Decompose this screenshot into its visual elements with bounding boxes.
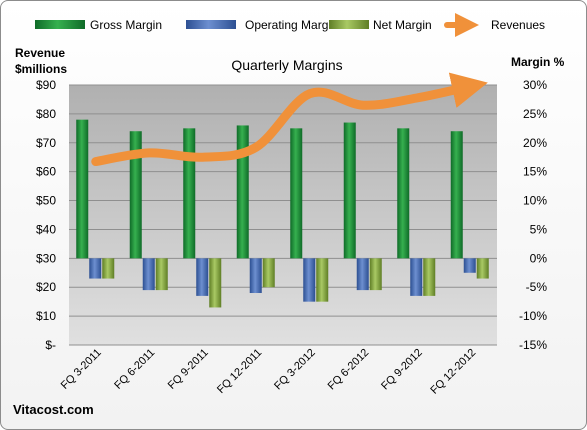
revenue-point <box>255 146 258 149</box>
operating-margin-bar <box>89 258 102 279</box>
right-tick-label: -5% <box>526 280 548 294</box>
revenue-point <box>415 97 418 99</box>
revenue-point <box>94 160 97 163</box>
right-tick-label: 0% <box>530 251 548 265</box>
right-tick-label: 30% <box>523 78 547 92</box>
gross-margin-bar <box>76 119 89 259</box>
revenue-line <box>91 72 488 167</box>
category-labels: FQ 3-2011 FQ 6-2011 FQ 9-2011 FQ 12-2011 FQ … <box>59 347 479 397</box>
right-tick-label: -15% <box>519 338 547 352</box>
revenue-point <box>362 104 365 107</box>
right-axis-ticks: -15% -10% -5% 0% 5% 10% 15% 20% 25% 30% <box>519 78 547 352</box>
revenue-point <box>148 151 151 154</box>
category-label: FQ 6-2012 <box>326 347 372 393</box>
gross-margin-bar <box>129 131 142 259</box>
right-axis-title: Margin % <box>511 55 565 69</box>
left-tick-label: $10 <box>36 309 56 323</box>
gross-margin-bar <box>183 128 196 259</box>
left-tick-label: $70 <box>36 136 56 150</box>
left-tick-label: $- <box>45 338 56 352</box>
gross-margin-bar <box>290 128 303 259</box>
legend-label-operating: Operating Margin <box>245 18 338 32</box>
operating-margin-bar <box>463 258 476 273</box>
left-tick-label: $50 <box>36 194 56 208</box>
left-axis-title-line1: Revenue <box>15 46 65 60</box>
legend-swatch-operating <box>186 20 236 29</box>
operating-margin-bar <box>249 258 262 293</box>
category-label: FQ 12-2012 <box>428 347 478 397</box>
category-label: FQ 3-2012 <box>272 347 318 393</box>
right-tick-label: -10% <box>519 309 547 323</box>
category-label: FQ 9-2011 <box>166 347 211 392</box>
category-label: FQ 6-2011 <box>112 347 157 392</box>
revenue-point <box>469 85 472 88</box>
revenue-point <box>201 156 204 159</box>
operating-margin-bar <box>356 258 369 291</box>
revenue-line-path <box>91 72 488 167</box>
net-margin-bar <box>209 258 222 308</box>
source-label: Vitacost.com <box>13 402 94 417</box>
left-axis-ticks: $- $10 $20 $30 $40 $50 $60 $70 $80 $90 <box>36 78 56 352</box>
left-tick-label: $80 <box>36 107 56 121</box>
legend-label-net: Net Margin <box>373 18 432 32</box>
legend-swatch-net <box>329 20 369 29</box>
right-tick-label: 15% <box>523 165 547 179</box>
net-margin-bar <box>476 258 489 279</box>
gross-margin-bar <box>343 122 356 259</box>
net-margin-bar <box>316 258 329 302</box>
chart-title: Quarterly Margins <box>231 57 342 73</box>
legend: Gross Margin Operating Margin Net Margin… <box>35 13 545 37</box>
net-margin-bar <box>262 258 275 288</box>
left-axis-title-line2: $millions <box>15 62 67 76</box>
legend-label-revenues: Revenues <box>491 18 545 32</box>
operating-margin-bar <box>196 258 209 296</box>
operating-margin-bar <box>303 258 316 302</box>
legend-label-gross: Gross Margin <box>90 18 162 32</box>
left-tick-label: $20 <box>36 280 56 294</box>
net-margin-bar <box>102 258 115 279</box>
revenue-point <box>308 92 311 95</box>
net-margin-bar <box>423 258 436 296</box>
category-label: FQ 3-2011 <box>59 347 104 392</box>
gross-margin-bar <box>236 125 249 259</box>
gross-margin-bar <box>450 131 463 259</box>
left-tick-label: $40 <box>36 222 56 236</box>
category-label: FQ 9-2012 <box>379 347 425 393</box>
right-tick-label: 5% <box>530 222 548 236</box>
right-tick-label: 10% <box>523 194 547 208</box>
left-tick-label: $90 <box>36 78 56 92</box>
operating-margin-bar <box>142 258 155 291</box>
right-tick-label: 20% <box>523 136 547 150</box>
net-margin-bar <box>155 258 168 291</box>
right-tick-label: 25% <box>523 107 547 121</box>
operating-margin-bar <box>410 258 423 296</box>
gross-margin-bar <box>397 128 410 259</box>
category-label: FQ 12-2011 <box>215 347 264 396</box>
net-margin-bar <box>369 258 382 291</box>
left-tick-label: $60 <box>36 165 56 179</box>
left-tick-label: $30 <box>36 251 56 265</box>
legend-swatch-gross <box>35 20 85 29</box>
